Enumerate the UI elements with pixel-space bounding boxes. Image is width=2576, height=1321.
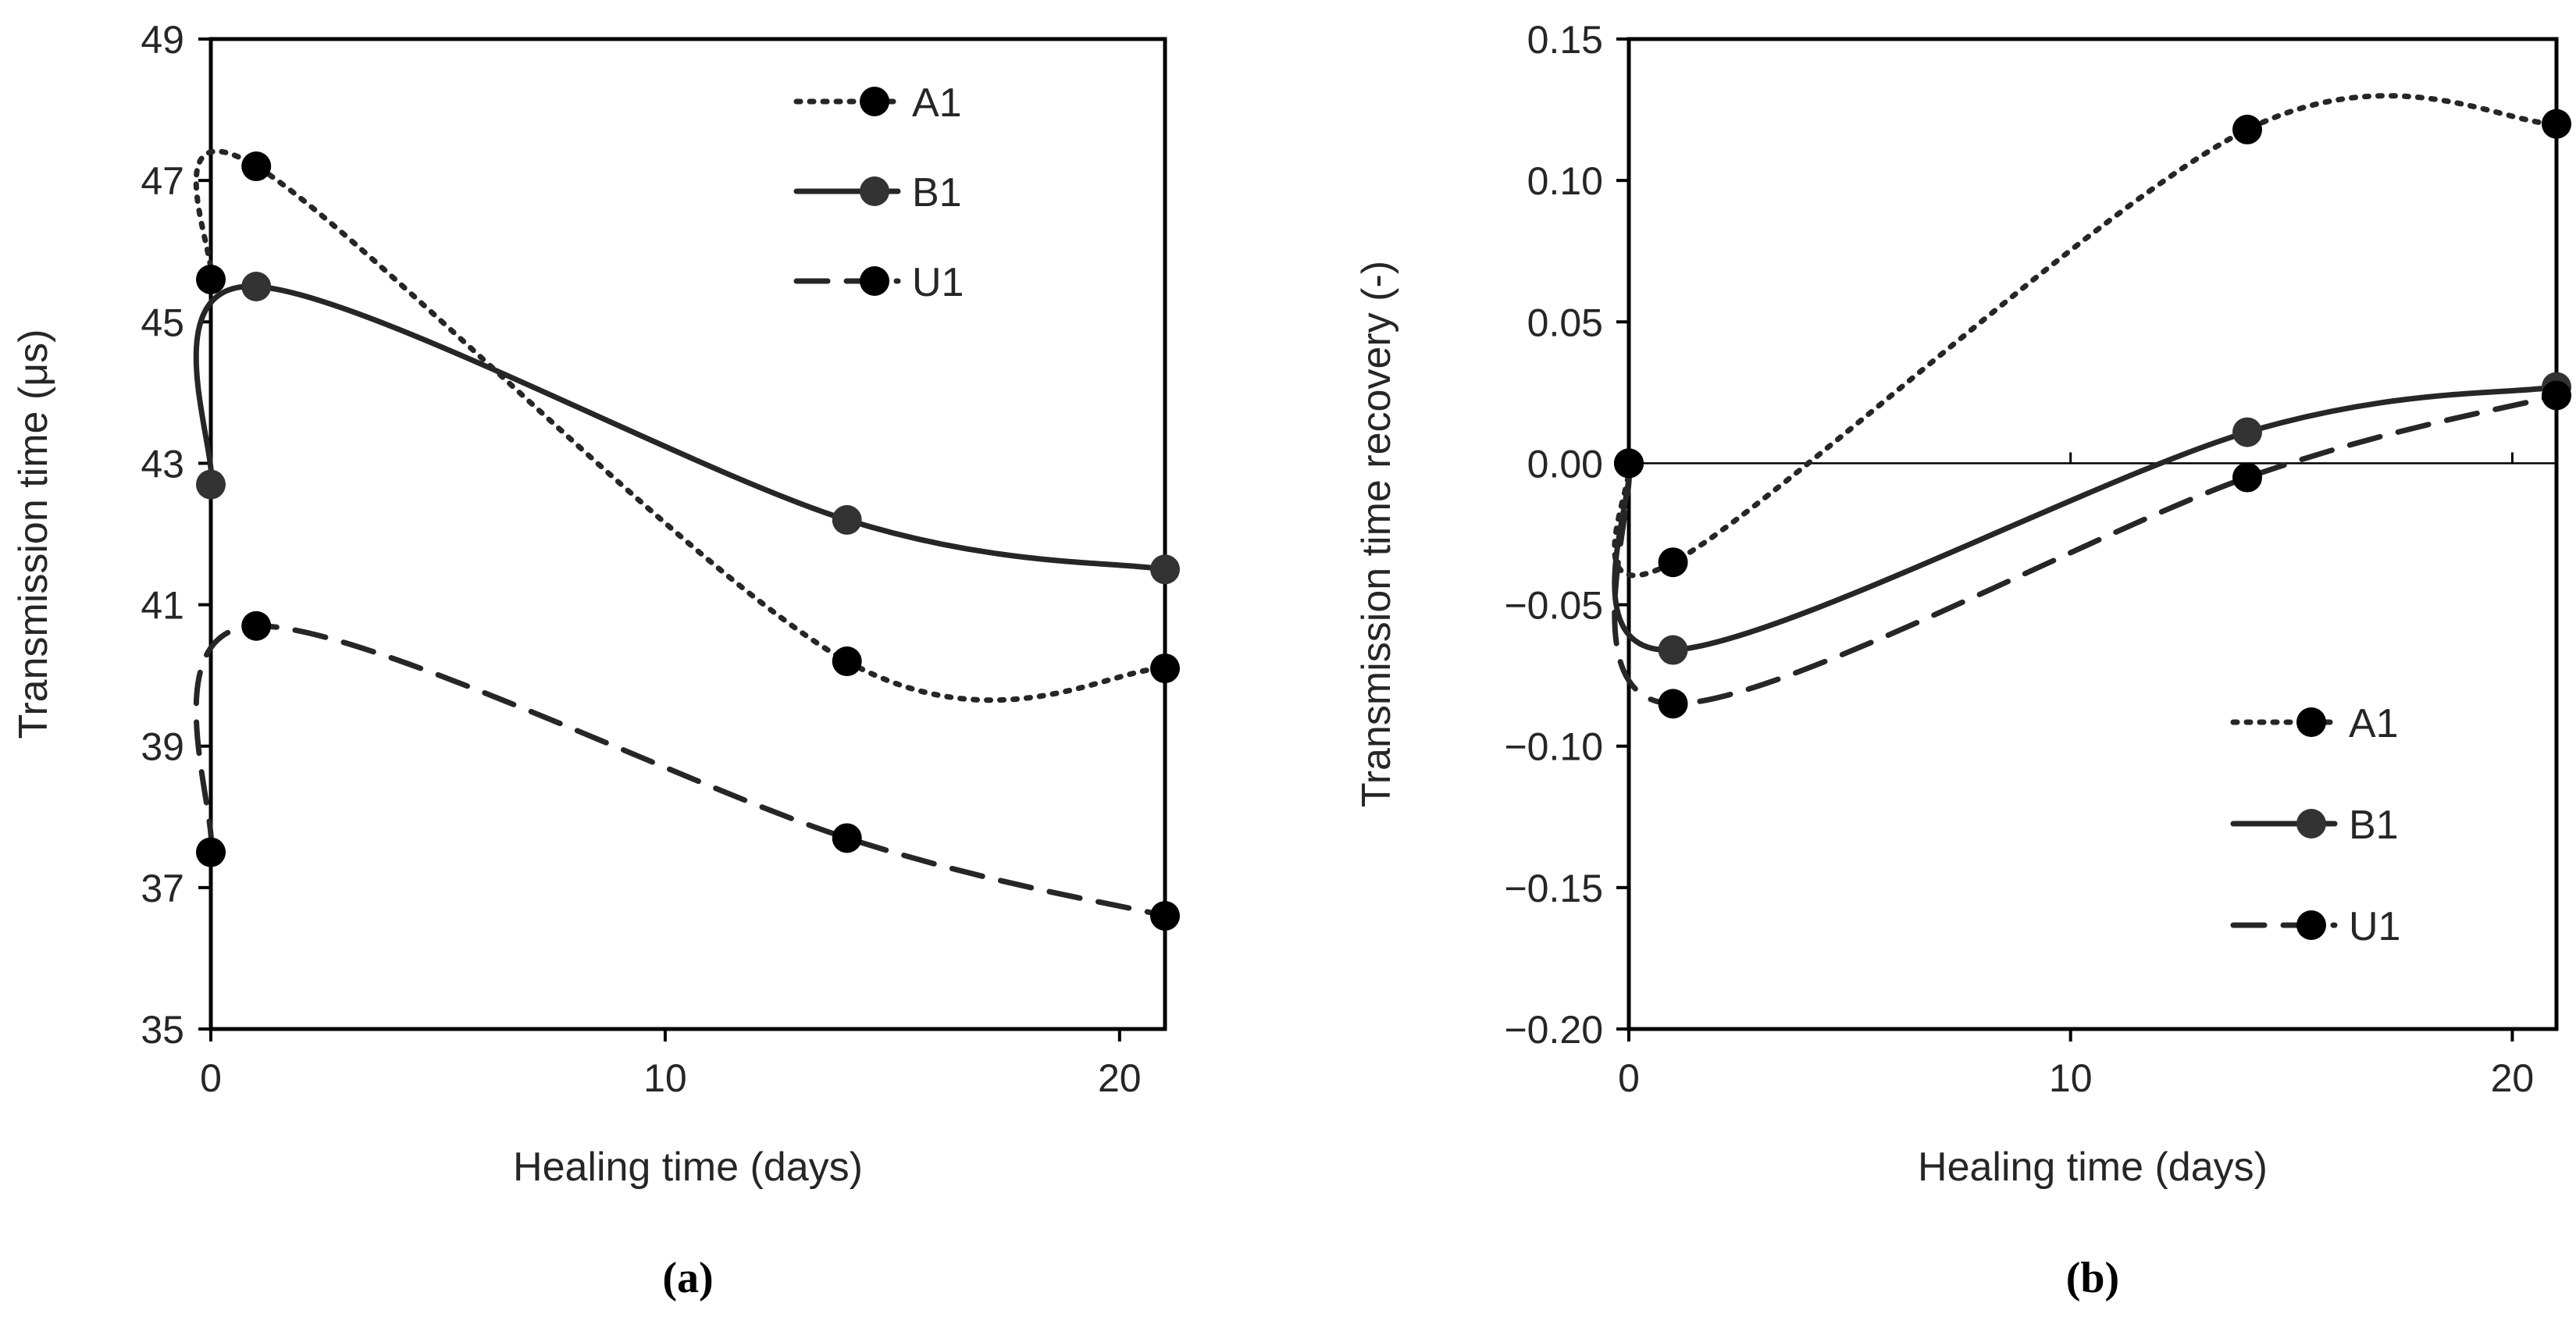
series-line-u1: [1612, 392, 2560, 707]
panel-b-chart: −0.20 −0.15 −0.10 −0.05 0.00 0.05 0.10 0.15 0 10 2…: [1354, 18, 2571, 1302]
x-tick-label: 0: [1618, 1056, 1640, 1100]
data-point-b1: [1150, 554, 1180, 585]
plot-frame: [208, 37, 1167, 1031]
data-point-a1: [1150, 653, 1180, 684]
legend-marker-u1: [860, 266, 889, 296]
y-axis-title: Transmission time recovery (-): [1354, 261, 1399, 807]
data-point-b1: [1658, 635, 1688, 665]
x-axis-title: Healing time (days): [513, 1145, 863, 1190]
x-tick-label: 20: [2491, 1056, 2535, 1100]
series-line-a1: [1612, 93, 2560, 579]
data-point-u1: [196, 837, 226, 867]
panel-a-chart: 35 37 39 41 43 45 47 49 0 10 20 Healing time (days)…: [11, 18, 1180, 1302]
x-tick-label: 10: [643, 1056, 687, 1100]
data-point-a1: [2232, 114, 2262, 144]
y-tick-label: 41: [141, 584, 184, 628]
data-point-a1: [1658, 547, 1688, 578]
y-tick-label: 49: [141, 18, 184, 62]
legend-label-b1: B1: [2349, 803, 2399, 848]
y-tick-label: 35: [141, 1008, 184, 1052]
y-tick-label: 47: [141, 159, 184, 203]
y-tick-label: −0.05: [1504, 584, 1603, 628]
legend-label-u1: U1: [912, 260, 964, 305]
series-line-b1: [193, 283, 1168, 572]
legend-marker-u1: [2296, 910, 2326, 940]
data-point-b1: [2232, 417, 2262, 447]
y-tick-label: −0.15: [1504, 867, 1603, 910]
panel-label: (a): [662, 1254, 713, 1302]
legend-label-b1: B1: [912, 170, 962, 215]
y-tick-label: 0.15: [1527, 18, 1603, 62]
data-point-a1: [2542, 109, 2571, 139]
data-point-a1: [241, 151, 272, 182]
legend-label-a1: A1: [2349, 701, 2399, 746]
y-tick-label: −0.10: [1504, 725, 1603, 769]
data-point-a1: [832, 646, 862, 677]
legend-marker-a1: [2296, 707, 2326, 737]
y-axis-title: Transmission time (μs): [11, 329, 56, 739]
data-point-u1: [1658, 689, 1688, 719]
data-point-u1: [241, 611, 272, 641]
x-tick-label: 20: [1098, 1056, 1142, 1100]
legend-label-a1: A1: [912, 80, 962, 126]
x-tick-label: 0: [200, 1056, 222, 1100]
data-point-b1: [832, 504, 862, 535]
y-tick-label: 37: [141, 867, 184, 910]
y-tick-label: −0.20: [1504, 1008, 1603, 1052]
series-line-u1: [193, 623, 1168, 919]
legend-label-u1: U1: [2349, 904, 2400, 949]
data-point-u1: [832, 823, 862, 853]
data-point-u1: [1614, 448, 1644, 479]
x-axis-title: Healing time (days): [1918, 1145, 2268, 1190]
plot-frame: [1626, 37, 2559, 1031]
y-tick-label: 0.05: [1527, 301, 1603, 344]
y-tick-label: 0.10: [1527, 159, 1603, 203]
data-point-u1: [1150, 901, 1180, 931]
legend-marker-b1: [2296, 809, 2326, 839]
data-point-b1: [241, 272, 272, 301]
y-tick-label: 43: [141, 442, 184, 486]
data-point-b1: [196, 469, 226, 500]
legend-marker-a1: [860, 87, 889, 116]
panel-label: (b): [2066, 1254, 2119, 1302]
data-point-u1: [2232, 462, 2262, 493]
y-tick-label: 0.00: [1527, 442, 1603, 486]
x-tick-label: 10: [2049, 1056, 2093, 1100]
y-tick-label: 39: [141, 725, 184, 769]
data-point-u1: [2542, 380, 2571, 411]
series-line-a1: [193, 148, 1168, 703]
legend-marker-b1: [860, 176, 889, 206]
data-point-a1: [196, 264, 226, 294]
y-tick-label: 45: [141, 301, 184, 344]
